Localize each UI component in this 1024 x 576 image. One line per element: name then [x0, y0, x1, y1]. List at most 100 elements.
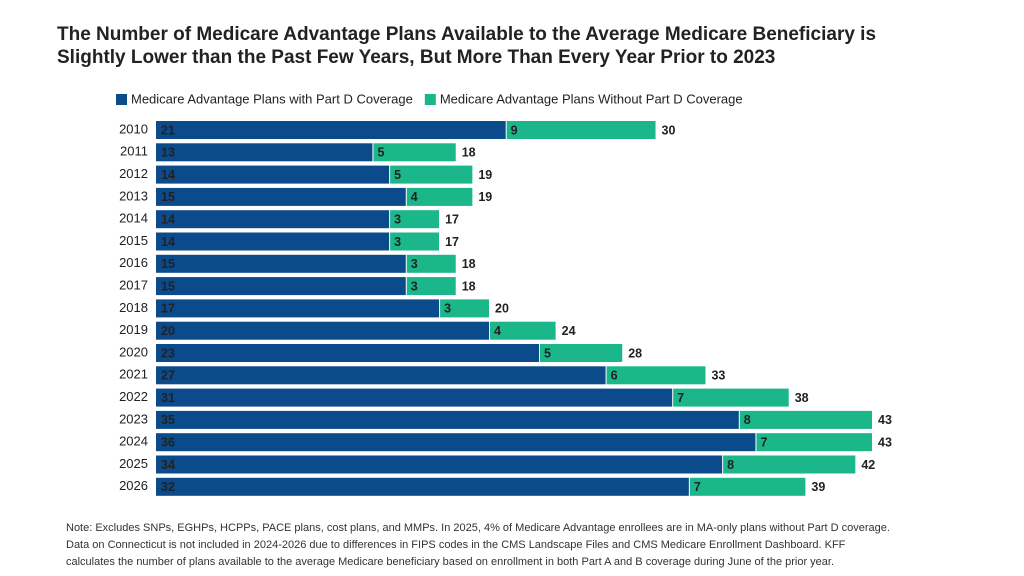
total-label: 18	[462, 146, 476, 160]
total-label: 43	[878, 413, 892, 427]
bar-segment	[156, 143, 373, 162]
total-label: 28	[628, 346, 642, 360]
data-label: 20	[161, 324, 175, 338]
data-label: 15	[161, 257, 175, 271]
bar-segment	[156, 477, 689, 496]
data-label: 3	[444, 302, 451, 316]
bar-segment	[406, 277, 456, 296]
bar-segment	[156, 388, 673, 407]
data-label: 5	[377, 146, 384, 160]
total-label: 42	[861, 458, 875, 472]
y-tick-label: 2025	[119, 456, 148, 471]
bar-segment	[739, 410, 872, 429]
y-tick-label: 2026	[119, 478, 148, 493]
data-label: 3	[411, 257, 418, 271]
total-label: 38	[795, 391, 809, 405]
data-label: 35	[161, 413, 175, 427]
data-label: 3	[394, 235, 401, 249]
bar-segment	[156, 366, 606, 385]
bar-segment	[756, 433, 872, 452]
bar-segment	[390, 232, 440, 251]
chart-title: Slightly Lower than the Past Few Years, …	[57, 47, 775, 68]
y-tick-label: 2013	[119, 188, 148, 203]
y-tick-label: 2023	[119, 411, 148, 426]
data-label: 3	[411, 279, 418, 293]
y-tick-label: 2021	[119, 367, 148, 382]
data-label: 6	[611, 369, 618, 383]
data-label: 5	[544, 346, 551, 360]
legend-label: Medicare Advantage Plans with Part D Cov…	[131, 91, 413, 106]
bar-segment	[539, 344, 623, 362]
data-label: 17	[161, 302, 175, 316]
bar-segment	[390, 210, 440, 229]
y-tick-label: 2020	[119, 344, 148, 359]
bar-segment	[406, 254, 456, 273]
bar-segment	[373, 143, 456, 162]
total-label: 24	[562, 324, 576, 338]
bar-segment	[156, 455, 723, 474]
y-tick-label: 2016	[119, 255, 148, 270]
total-label: 33	[711, 369, 725, 383]
bar-segment	[156, 210, 390, 229]
legend-label: Medicare Advantage Plans Without Part D …	[440, 91, 743, 106]
data-label: 13	[161, 146, 175, 160]
bar-segment	[156, 299, 440, 318]
bar-segment	[156, 232, 390, 251]
bar-segment	[390, 165, 473, 184]
y-tick-label: 2022	[119, 389, 148, 404]
y-tick-label: 2011	[120, 144, 148, 159]
legend-swatch	[116, 94, 127, 105]
data-label: 14	[161, 212, 175, 226]
data-label: 31	[161, 391, 175, 405]
bar-segment	[156, 165, 390, 184]
note: Note: Excludes SNPs, EGHPs, HCPPs, PACE …	[66, 522, 890, 534]
y-tick-label: 2019	[119, 322, 148, 337]
data-label: 15	[161, 190, 175, 204]
total-label: 18	[462, 279, 476, 293]
bar-segment	[156, 433, 756, 452]
data-label: 8	[744, 413, 751, 427]
bar-segment	[606, 366, 706, 385]
bar-segment	[406, 187, 473, 206]
data-label: 3	[394, 212, 401, 226]
data-label: 7	[694, 480, 701, 494]
total-label: 43	[878, 435, 892, 449]
bar-segment	[506, 121, 656, 139]
bar-segment	[490, 321, 556, 340]
data-label: 8	[727, 458, 734, 472]
total-label: 19	[478, 190, 492, 204]
data-label: 9	[511, 123, 518, 137]
total-label: 39	[811, 480, 825, 494]
bar-segment	[723, 455, 856, 474]
note: Data on Connecticut is not included in 2…	[66, 539, 846, 551]
y-tick-label: 2017	[119, 278, 148, 293]
bar-segment	[156, 254, 406, 273]
y-tick-label: 2012	[119, 166, 148, 181]
bar-segment	[689, 477, 806, 496]
bar-segment	[156, 187, 406, 206]
bar-segment	[156, 321, 490, 340]
data-label: 5	[394, 168, 401, 182]
data-label: 32	[161, 480, 175, 494]
bar-segment	[156, 121, 506, 139]
data-label: 7	[677, 391, 684, 405]
bar-segment	[673, 388, 789, 407]
total-label: 19	[478, 168, 492, 182]
data-label: 36	[161, 435, 175, 449]
total-label: 17	[445, 212, 459, 226]
y-tick-label: 2024	[119, 434, 148, 449]
total-label: 18	[462, 257, 476, 271]
chart-title: The Number of Medicare Advantage Plans A…	[57, 24, 876, 45]
total-label: 17	[445, 235, 459, 249]
y-tick-label: 2010	[119, 121, 148, 136]
total-label: 20	[495, 302, 509, 316]
bar-segment	[156, 277, 406, 296]
data-label: 21	[161, 123, 175, 137]
bar-segment	[440, 299, 490, 318]
note: calculates the number of plans available…	[66, 556, 834, 568]
y-tick-label: 2014	[119, 211, 148, 226]
data-label: 4	[494, 324, 501, 338]
bar-segment	[156, 410, 739, 429]
data-label: 7	[760, 435, 767, 449]
